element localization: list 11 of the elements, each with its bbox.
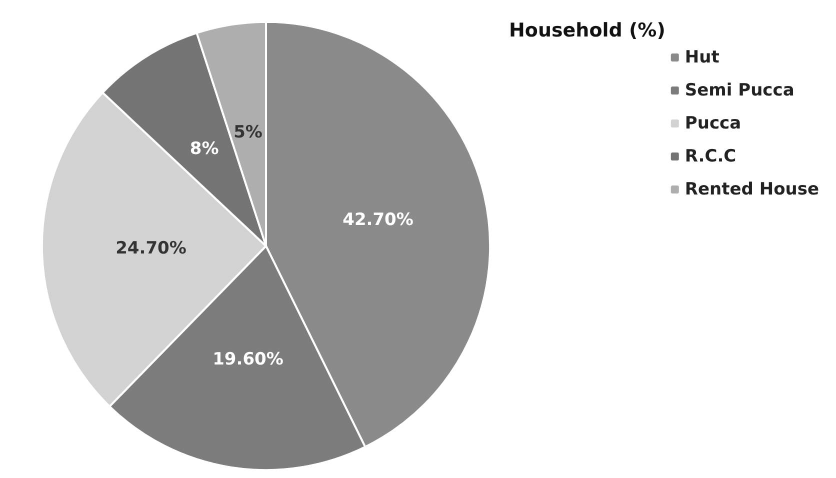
data-label: 8% [190, 138, 219, 159]
data-label: 19.60% [212, 350, 284, 370]
data-label: 24.70% [116, 238, 186, 259]
legend-label: R.C.C [684, 146, 736, 166]
data-label: 5% [234, 122, 262, 142]
legend-label: Hut [684, 48, 720, 68]
legend-label: Pucca [684, 114, 742, 134]
legend-label: Rented House [684, 180, 819, 200]
data-label: 42.70% [342, 210, 414, 230]
legend-label: Semi Pucca [684, 80, 794, 100]
chart-title: Household (%) [509, 20, 666, 42]
